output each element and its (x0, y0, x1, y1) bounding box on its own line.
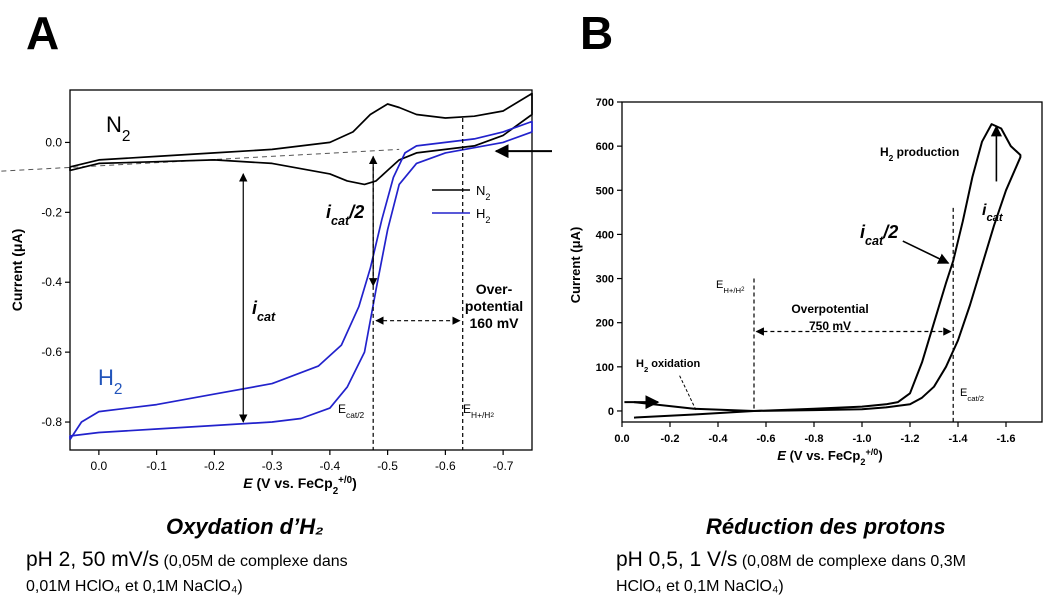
annotation-overpotential-1: Overpotential (791, 302, 868, 316)
panel-letter-b: B (580, 7, 614, 59)
x-tick-label: -0.4 (320, 459, 341, 473)
plot-frame (621, 101, 1043, 423)
x-tick-label: -1.0 (853, 433, 872, 445)
y-tick-label: 200 (596, 318, 614, 330)
annotation-eh: EH+/H2 (716, 279, 745, 295)
caption-b-conditions-detail: (0,08M de complexe dans 0,3M (737, 553, 966, 570)
x-axis-label: E (V vs. FeCp2+/0) (777, 447, 882, 467)
annotation-icat2: icat/2 (326, 202, 364, 228)
x-tick-label: -0.7 (493, 459, 514, 473)
annotation-icat: icat (982, 202, 1004, 224)
y-tick-label: 500 (596, 185, 614, 197)
y-tick-label: -0.8 (41, 415, 62, 429)
x-tick-label: -1.6 (997, 433, 1016, 445)
y-tick-label: 0 (608, 406, 614, 418)
annotation-overpotential-1: Over- (476, 281, 513, 297)
x-tick-label: -0.8 (805, 433, 824, 445)
x-tick-label: -1.2 (901, 433, 920, 445)
x-tick-label: -0.2 (204, 459, 225, 473)
caption-b-conditions-main: pH 0,5, 1 V/s (616, 548, 738, 571)
annotation-overpotential-3: 160 mV (469, 315, 519, 331)
caption-a-conditions-main: pH 2, 50 mV/s (26, 548, 160, 571)
caption-a-conditions-detail: (0,05M de complexe dans (159, 553, 348, 570)
x-tick-label: -0.1 (146, 459, 167, 473)
chart-b: 0.0 -0.2 -0.4 -0.6 -0.8 -1.0 -1.2 -1.4 -1.6 0 100 2… (568, 97, 1043, 467)
y-tick-label: 600 (596, 141, 614, 153)
x-tick-label: -0.6 (757, 433, 776, 445)
caption-b-electrolyte: HClO₄ et 0,1M NaClO₄) (616, 578, 784, 595)
chart-a: 0.0 -0.1 -0.2 -0.3 -0.4 -0.5 -0.6 -0.7 0.0 -0.2 -0… (0, 89, 552, 497)
y-tick-label: -0.2 (41, 205, 62, 219)
caption-a-title: Oxydation d’H₂ (166, 514, 324, 539)
annotation-icat2: icat/2 (860, 222, 898, 248)
y-tick-label: 300 (596, 274, 614, 286)
x-tick-label: -0.6 (435, 459, 456, 473)
y-axis-label: Current (μA) (568, 227, 583, 304)
y-tick-label: 700 (596, 97, 614, 109)
icat2-arrow (902, 240, 950, 264)
caption-b-title: Réduction des protons (706, 514, 946, 539)
series-line-h2 (69, 120, 533, 440)
annotation-h2-oxidation: H2 oxidation (636, 358, 700, 374)
y-tick-label: 0.0 (45, 135, 62, 149)
x-tick-label: 0.0 (614, 433, 629, 445)
annotation-ecat2: Ecat/2 (338, 402, 365, 420)
caption-a-electrolyte: 0,01M HClO₄ et 0,1M NaClO₄) (26, 578, 243, 595)
annotation-icat: icat (252, 298, 276, 324)
panel-letter-a: A (26, 7, 60, 59)
y-tick-label: 100 (596, 362, 614, 374)
plot-frame (69, 89, 533, 451)
y-tick-label: 400 (596, 229, 614, 241)
annotation-h2: H2 (98, 365, 122, 398)
annotation-overpotential-2: 750 mV (809, 319, 851, 333)
x-tick-label: -1.4 (949, 433, 969, 445)
x-tick-label: -0.2 (661, 433, 680, 445)
y-axis-label: Current (μA) (9, 229, 25, 311)
series-line (633, 123, 1022, 419)
annotation-overpotential-2: potential (465, 298, 523, 314)
series-line-n2 (69, 92, 533, 186)
caption-a-conditions: pH 2, 50 mV/s (0,05M de complexe dans (26, 548, 348, 572)
h2-oxidation-leader (679, 375, 697, 412)
y-tick-label: -0.4 (41, 275, 62, 289)
x-tick-label: -0.5 (377, 459, 398, 473)
y-tick-label: -0.6 (41, 345, 62, 359)
x-tick-label: -0.4 (709, 433, 729, 445)
x-tick-label: 0.0 (91, 459, 108, 473)
annotation-ecat2: Ecat/2 (960, 387, 984, 403)
caption-b-conditions: pH 0,5, 1 V/s (0,08M de complexe dans 0,… (616, 548, 966, 572)
legend-label-n2: N2 (476, 183, 490, 202)
x-axis-label: E (V vs. FeCp2+/0) (243, 475, 357, 497)
annotation-n2: N2 (106, 112, 130, 145)
x-tick-label: -0.3 (262, 459, 283, 473)
annotation-h2-production: H2 production (880, 145, 959, 163)
annotation-eh: EH+/H2 (463, 402, 494, 420)
legend-label-h2: H2 (476, 206, 490, 225)
